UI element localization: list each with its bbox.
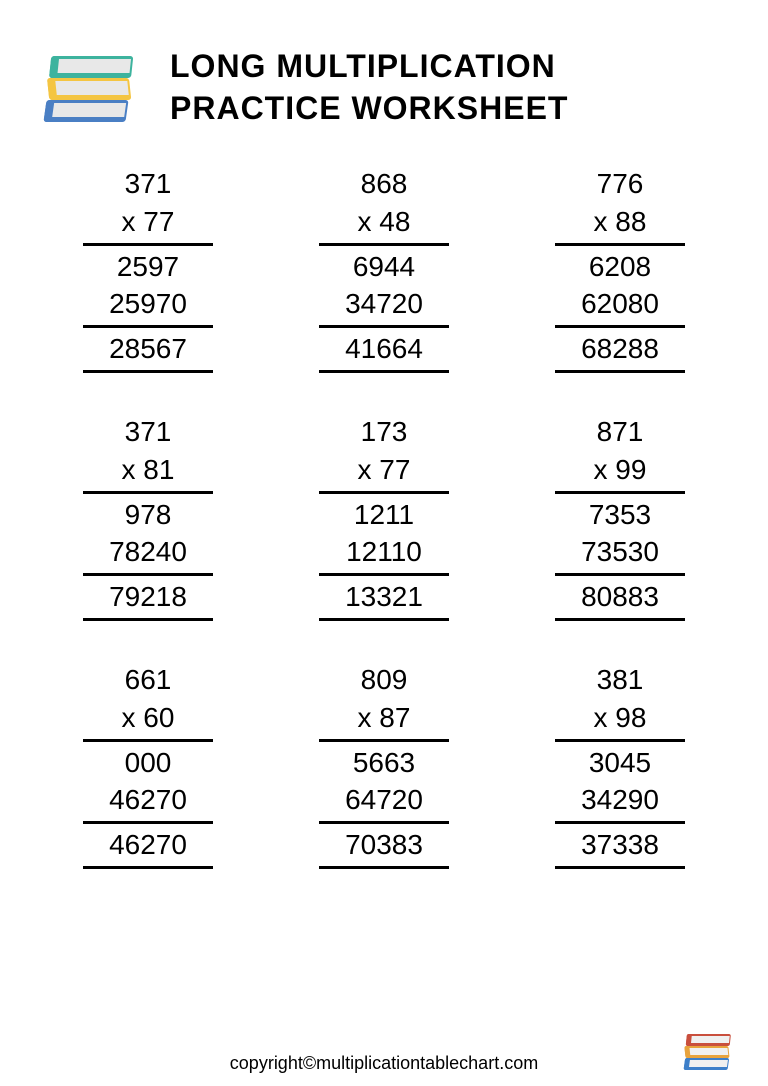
partial-1: 5663 [319, 744, 449, 782]
problem-9: 381 x 98 3045 34290 37338 [522, 661, 718, 869]
multiplicand: 871 [555, 413, 685, 451]
title-line-1: LONG MULTIPLICATION [170, 46, 568, 88]
partial-1: 7353 [555, 496, 685, 534]
answer: 13321 [319, 578, 449, 621]
answer: 80883 [555, 578, 685, 621]
multiplier: x 99 [555, 451, 685, 494]
copyright-footer: copyright©multiplicationtablechart.com [0, 1053, 768, 1074]
title-line-2: PRACTICE WORKSHEET [170, 88, 568, 130]
problem-2: 868 x 48 6944 34720 41664 [286, 165, 482, 373]
problem-4: 371 x 81 978 78240 79218 [50, 413, 246, 621]
multiplicand: 661 [83, 661, 213, 699]
partial-2: 64720 [319, 781, 449, 824]
partial-1: 3045 [555, 744, 685, 782]
multiplicand: 371 [83, 413, 213, 451]
books-stack-icon [35, 40, 145, 135]
worksheet-title: LONG MULTIPLICATION PRACTICE WORKSHEET [170, 46, 568, 129]
partial-2: 73530 [555, 533, 685, 576]
answer: 41664 [319, 330, 449, 373]
multiplier: x 81 [83, 451, 213, 494]
problem-1: 371 x 77 2597 25970 28567 [50, 165, 246, 373]
problem-6: 871 x 99 7353 73530 80883 [522, 413, 718, 621]
problem-3: 776 x 88 6208 62080 68288 [522, 165, 718, 373]
multiplicand: 381 [555, 661, 685, 699]
multiplier: x 48 [319, 203, 449, 246]
partial-2: 46270 [83, 781, 213, 824]
multiplier: x 98 [555, 699, 685, 742]
answer: 37338 [555, 826, 685, 869]
problem-8: 809 x 87 5663 64720 70383 [286, 661, 482, 869]
partial-1: 1211 [319, 496, 449, 534]
partial-2: 62080 [555, 285, 685, 328]
problem-5: 173 x 77 1211 12110 13321 [286, 413, 482, 621]
partial-2: 34720 [319, 285, 449, 328]
answer: 68288 [555, 330, 685, 373]
multiplicand: 776 [555, 165, 685, 203]
multiplier: x 60 [83, 699, 213, 742]
partial-2: 12110 [319, 533, 449, 576]
partial-2: 34290 [555, 781, 685, 824]
partial-2: 78240 [83, 533, 213, 576]
answer: 46270 [83, 826, 213, 869]
multiplicand: 371 [83, 165, 213, 203]
partial-1: 000 [83, 744, 213, 782]
multiplicand: 868 [319, 165, 449, 203]
worksheet-header: LONG MULTIPLICATION PRACTICE WORKSHEET [0, 0, 768, 155]
answer: 79218 [83, 578, 213, 621]
multiplicand: 809 [319, 661, 449, 699]
books-stack-small-icon [678, 1024, 738, 1076]
problem-7: 661 x 60 000 46270 46270 [50, 661, 246, 869]
multiplier: x 77 [319, 451, 449, 494]
partial-1: 2597 [83, 248, 213, 286]
answer: 28567 [83, 330, 213, 373]
multiplier: x 87 [319, 699, 449, 742]
multiplier: x 88 [555, 203, 685, 246]
multiplicand: 173 [319, 413, 449, 451]
partial-1: 6208 [555, 248, 685, 286]
partial-2: 25970 [83, 285, 213, 328]
answer: 70383 [319, 826, 449, 869]
partial-1: 6944 [319, 248, 449, 286]
multiplier: x 77 [83, 203, 213, 246]
problems-grid: 371 x 77 2597 25970 28567 868 x 48 6944 … [0, 155, 768, 869]
partial-1: 978 [83, 496, 213, 534]
